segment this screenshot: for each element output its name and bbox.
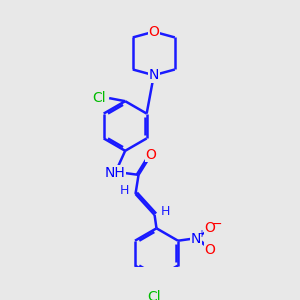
Text: O: O xyxy=(146,148,157,162)
Text: H: H xyxy=(120,184,130,197)
Text: Cl: Cl xyxy=(92,91,106,105)
Text: Cl: Cl xyxy=(147,290,161,300)
Text: NH: NH xyxy=(104,166,125,180)
Text: +: + xyxy=(197,229,205,239)
Text: H: H xyxy=(160,206,170,218)
Text: N: N xyxy=(191,232,202,246)
Text: O: O xyxy=(148,25,159,39)
Text: O: O xyxy=(204,221,215,235)
Text: O: O xyxy=(204,242,215,256)
Text: −: − xyxy=(212,218,222,231)
Text: N: N xyxy=(148,68,159,82)
